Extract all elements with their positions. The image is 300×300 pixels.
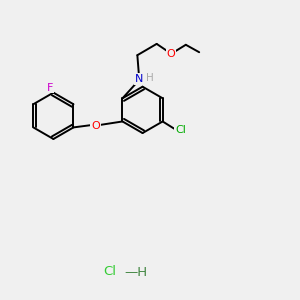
Text: Cl: Cl	[175, 125, 186, 135]
Text: N: N	[135, 74, 143, 84]
Text: O: O	[91, 121, 100, 131]
Text: O: O	[167, 49, 175, 59]
Text: —H: —H	[125, 266, 148, 279]
Text: H: H	[146, 74, 154, 83]
Text: F: F	[47, 82, 54, 93]
Text: Cl: Cl	[103, 266, 116, 278]
